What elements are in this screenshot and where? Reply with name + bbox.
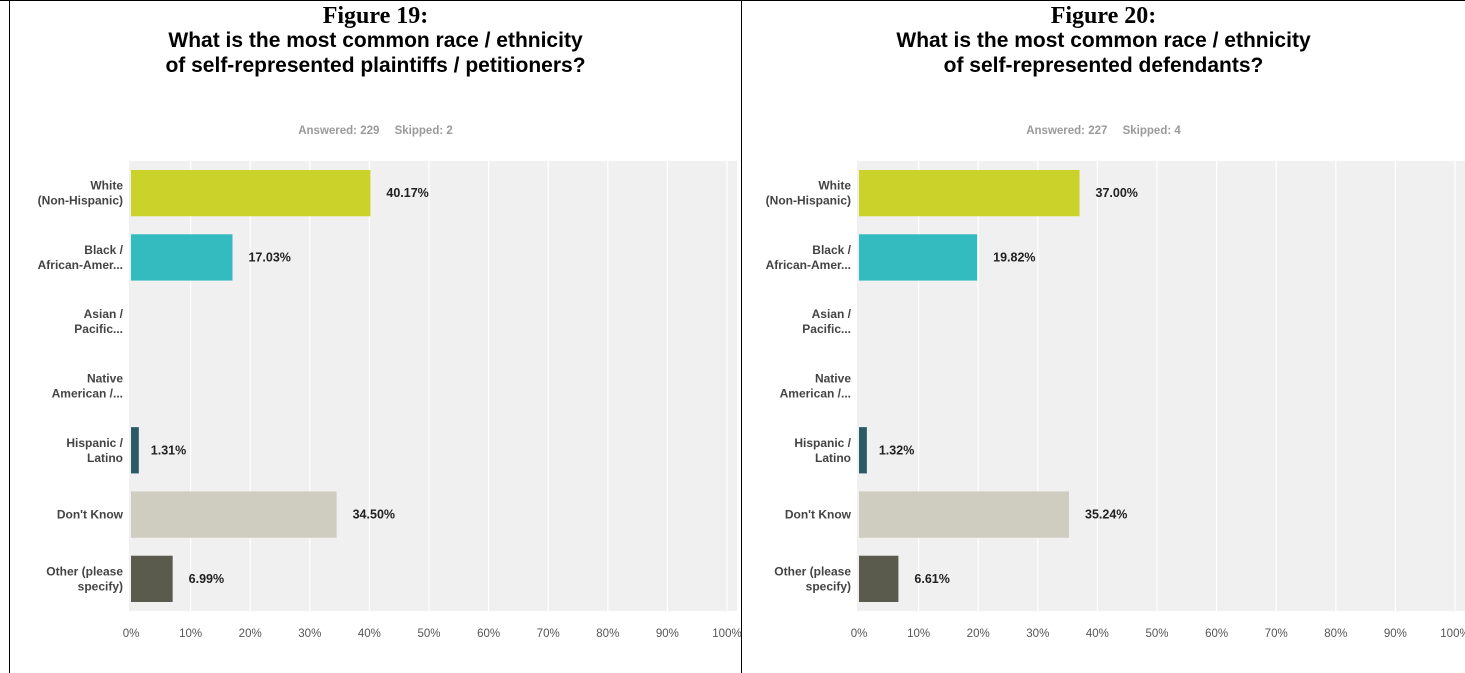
data-label: 1.32% bbox=[879, 443, 914, 457]
response-summary: Answered: 227 Skipped: 4 bbox=[742, 125, 1465, 137]
x-tick-label: 20% bbox=[239, 628, 262, 640]
category-label: specify) bbox=[78, 579, 123, 593]
figure-number: Figure 19: bbox=[322, 3, 429, 29]
category-label: White bbox=[90, 179, 123, 193]
response-summary: Answered: 229 Skipped: 2 bbox=[10, 125, 741, 137]
x-tick-label: 0% bbox=[123, 628, 140, 640]
x-tick-label: 10% bbox=[179, 628, 202, 640]
x-tick-label: 30% bbox=[1026, 628, 1049, 640]
category-label: Black / bbox=[84, 243, 123, 257]
x-tick-label: 40% bbox=[358, 628, 381, 640]
x-tick-label: 40% bbox=[1086, 628, 1109, 640]
bar bbox=[859, 555, 899, 602]
x-tick-label: 70% bbox=[1265, 628, 1288, 640]
category-label: Latino bbox=[87, 451, 123, 465]
x-tick-label: 90% bbox=[656, 628, 679, 640]
bar bbox=[131, 427, 139, 474]
category-label: American /... bbox=[52, 387, 123, 401]
category-label: Pacific... bbox=[74, 322, 123, 336]
bar bbox=[859, 427, 867, 474]
category-label: African-Amer... bbox=[766, 258, 851, 272]
x-tick-label: 70% bbox=[537, 628, 560, 640]
x-tick-label: 100% bbox=[712, 628, 741, 640]
chart-title: What is the most common race / ethnicity… bbox=[165, 29, 586, 77]
figure-20-panel: Figure 20: What is the most common race … bbox=[742, 0, 1465, 673]
chart-20-svg: 0% 10% 20% 30% 40% 50% 60% 70% 80% 90% 100% 37.00% W… bbox=[766, 161, 1465, 640]
category-label: Hispanic / bbox=[66, 436, 123, 450]
answered-count: Answered: 227 bbox=[1026, 125, 1108, 137]
data-label: 37.00% bbox=[1096, 186, 1138, 200]
bar bbox=[859, 170, 1080, 217]
answered-count: Answered: 229 bbox=[298, 125, 380, 137]
category-label: African-Amer... bbox=[38, 258, 123, 272]
category-label: Pacific... bbox=[802, 322, 851, 336]
bar bbox=[131, 555, 173, 602]
category-label: Hispanic / bbox=[794, 436, 851, 450]
data-label: 6.99% bbox=[189, 572, 224, 586]
x-tick-label: 90% bbox=[1384, 628, 1407, 640]
x-tick-label: 50% bbox=[417, 628, 440, 640]
x-tick-label: 20% bbox=[967, 628, 990, 640]
x-tick-label: 100% bbox=[1440, 628, 1465, 640]
bar bbox=[859, 491, 1070, 538]
data-label: 1.31% bbox=[151, 443, 186, 457]
x-tick-label: 60% bbox=[477, 628, 500, 640]
data-label: 34.50% bbox=[353, 508, 395, 522]
x-tick-label: 80% bbox=[596, 628, 619, 640]
category-label: Asian / bbox=[84, 307, 124, 321]
data-label: 40.17% bbox=[386, 186, 428, 200]
figure-19-panel: Figure 19: What is the most common race … bbox=[9, 0, 742, 673]
category-label: Other (please bbox=[46, 564, 123, 578]
category-label: Don't Know bbox=[57, 508, 124, 522]
category-label: specify) bbox=[806, 579, 851, 593]
category-label: Other (please bbox=[774, 564, 851, 578]
data-label: 17.03% bbox=[248, 250, 290, 264]
category-label: Native bbox=[87, 372, 123, 386]
x-tick-label: 60% bbox=[1205, 628, 1228, 640]
bar bbox=[131, 170, 371, 217]
category-label: Latino bbox=[815, 451, 851, 465]
category-label: American /... bbox=[780, 387, 851, 401]
data-label: 6.61% bbox=[914, 572, 949, 586]
bar bbox=[131, 491, 337, 538]
x-tick-label: 10% bbox=[907, 628, 930, 640]
bar bbox=[131, 234, 233, 281]
skipped-count: Skipped: 2 bbox=[394, 125, 453, 137]
category-label: Don't Know bbox=[785, 508, 852, 522]
category-label: Native bbox=[815, 372, 851, 386]
figure-number: Figure 20: bbox=[1050, 3, 1157, 29]
category-label: White bbox=[818, 179, 851, 193]
data-label: 35.24% bbox=[1085, 508, 1127, 522]
x-tick-label: 80% bbox=[1324, 628, 1347, 640]
x-tick-label: 0% bbox=[851, 628, 868, 640]
bar bbox=[859, 234, 978, 281]
category-label: Black / bbox=[812, 243, 851, 257]
category-label: (Non-Hispanic) bbox=[38, 194, 123, 208]
x-tick-label: 50% bbox=[1145, 628, 1168, 640]
chart-title: What is the most common race / ethnicity… bbox=[896, 29, 1311, 77]
category-label: Asian / bbox=[812, 307, 852, 321]
category-label: (Non-Hispanic) bbox=[766, 194, 851, 208]
skipped-count: Skipped: 4 bbox=[1122, 125, 1181, 137]
x-tick-label: 30% bbox=[298, 628, 321, 640]
data-label: 19.82% bbox=[993, 250, 1035, 264]
chart-19-svg: 0% 10% 20% 30% 40% 50% 60% 70% 80% 90% 100% 40.17% W… bbox=[38, 161, 742, 640]
